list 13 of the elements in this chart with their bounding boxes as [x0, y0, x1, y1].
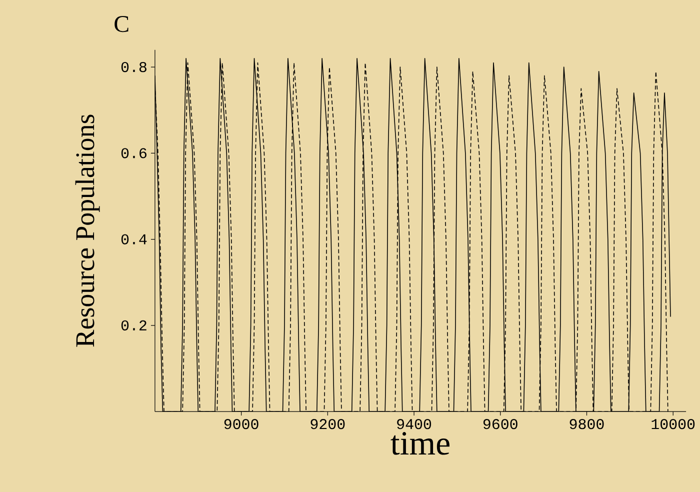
- y-tick-label: 0.2: [121, 320, 146, 330]
- x-tick-label: 9800: [570, 418, 604, 430]
- x-tick-label: 10000: [652, 418, 695, 430]
- y-axis-title: Resource Populations: [75, 114, 100, 347]
- x-axis-title: time: [390, 432, 450, 455]
- x-tick-label: 9200: [310, 418, 345, 430]
- x-tick-label: 9600: [483, 418, 518, 430]
- y-tick-label: 0.4: [121, 234, 147, 244]
- chart-title: C: [114, 16, 128, 32]
- y-tick-label: 0.8: [121, 62, 146, 72]
- x-tick-label: 9400: [397, 418, 432, 430]
- y-tick-label: 0.6: [121, 148, 146, 158]
- x-tick-label: 9000: [224, 418, 258, 430]
